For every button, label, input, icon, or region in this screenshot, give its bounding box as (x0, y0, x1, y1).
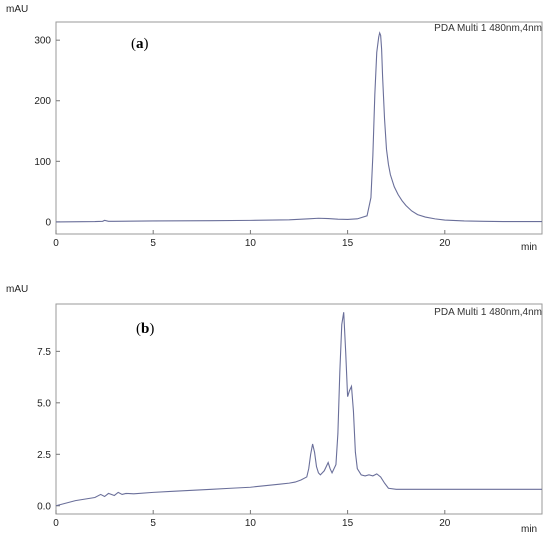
x-tick-label: 0 (53, 518, 59, 529)
y-tick-label: 200 (34, 96, 51, 107)
y-tick-label: 0 (45, 217, 51, 228)
panel-b-y-unit: mAU (6, 284, 28, 295)
x-tick-label: 20 (439, 518, 451, 529)
panel-b-axes: 0 5 10 15 20 0.0 2.5 5.0 7.5 (37, 347, 451, 529)
y-tick-label: 2.5 (37, 450, 51, 461)
panel-a-label: (a) (131, 36, 149, 52)
panel-b-legend: PDA Multi 1 480nm,4nm (434, 307, 542, 318)
panel-b-trace (55, 312, 542, 507)
panel-a: mAU (a) PDA Multi 1 480nm,4nm 0 5 10 15 2001… (6, 4, 543, 253)
x-tick-label: 20 (439, 238, 451, 249)
panel-a-trace (55, 31, 542, 223)
x-tick-label: 15 (342, 518, 354, 529)
y-tick-label: 0.0 (37, 501, 51, 512)
x-tick-label: 5 (150, 518, 156, 529)
x-tick-label: 10 (245, 518, 257, 529)
panel-b-x-unit: min (521, 524, 537, 535)
panel-a-plot-frame (55, 21, 543, 235)
y-tick-label: 7.5 (37, 347, 51, 358)
panel-a-x-unit: min (521, 242, 537, 253)
panel-b-label: (b) (136, 321, 154, 337)
y-tick-label: 5.0 (37, 398, 51, 409)
y-tick-label: 100 (34, 157, 51, 168)
panel-b-plot-frame (55, 303, 543, 515)
x-tick-label: 0 (53, 238, 59, 249)
panel-a-legend: PDA Multi 1 480nm,4nm (434, 23, 542, 34)
x-tick-label: 10 (245, 238, 257, 249)
panel-a-y-unit: mAU (6, 4, 28, 15)
y-tick-label: 300 (34, 36, 51, 47)
panel-b: mAU (b) PDA Multi 1 480nm,4nm 0 5 10 15 20 0.… (6, 284, 543, 535)
x-tick-label: 15 (342, 238, 354, 249)
x-tick-label: 5 (150, 238, 156, 249)
